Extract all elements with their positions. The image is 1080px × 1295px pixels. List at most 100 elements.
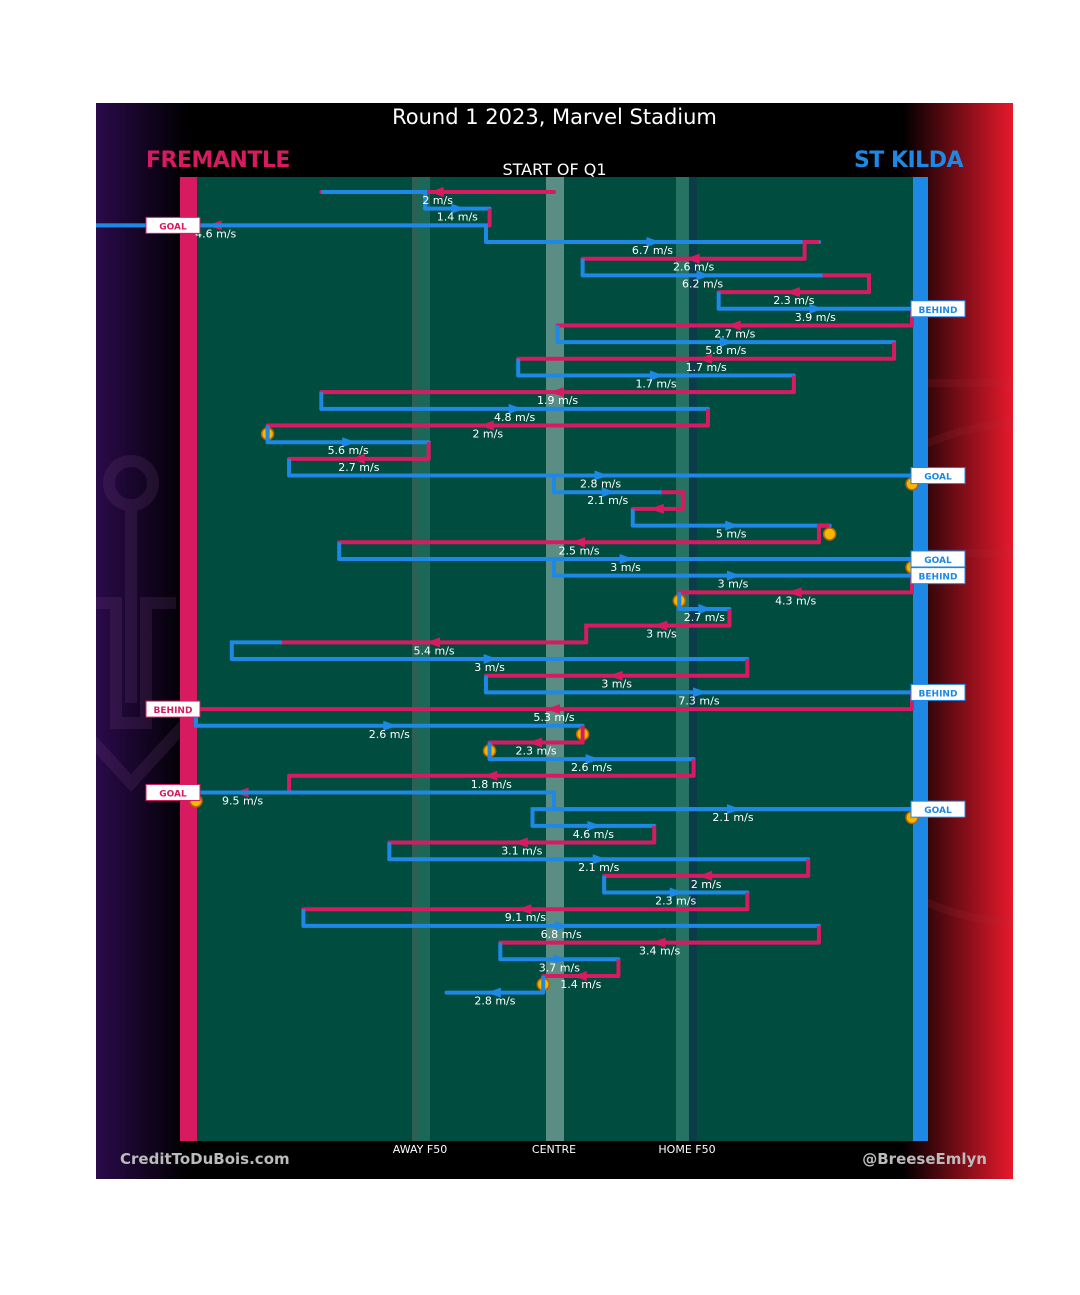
direction-arrow bbox=[601, 487, 616, 498]
result-label: GOAL bbox=[924, 806, 952, 816]
direction-arrow bbox=[653, 620, 668, 631]
speed-label: 2 m/s bbox=[691, 878, 722, 891]
speed-label: 2.6 m/s bbox=[571, 761, 612, 774]
chain-connector bbox=[822, 273, 872, 293]
direction-arrow bbox=[809, 303, 824, 314]
speed-label: 3 m/s bbox=[610, 561, 641, 574]
result-label: BEHIND bbox=[919, 573, 958, 583]
speed-label: 3 m/s bbox=[646, 628, 677, 641]
speed-label: 3.1 m/s bbox=[501, 845, 542, 858]
direction-arrow bbox=[342, 437, 357, 448]
chain-connector bbox=[196, 790, 556, 810]
speed-label: 3.9 m/s bbox=[795, 311, 836, 324]
direction-arrow bbox=[528, 737, 543, 748]
speed-label: 5.4 m/s bbox=[413, 644, 454, 657]
chart-panel: 2 m/s 1.4 m/s 4.6 m/s 6.7 m/s 2.6 m/s 6.2 m/s… bbox=[96, 103, 1013, 1179]
speed-label: 1.7 m/s bbox=[686, 361, 727, 374]
speed-label: 2 m/s bbox=[422, 194, 453, 207]
chain-connector bbox=[229, 640, 282, 660]
speed-label: 4.8 m/s bbox=[494, 411, 535, 424]
direction-arrow bbox=[726, 320, 741, 331]
speed-label: 9.1 m/s bbox=[505, 911, 546, 924]
chain-connector bbox=[96, 223, 488, 243]
chain-connector bbox=[816, 523, 830, 543]
result-badge bbox=[910, 683, 966, 701]
speed-label: 2.7 m/s bbox=[338, 461, 379, 474]
result-badge bbox=[910, 800, 966, 818]
direction-arrow bbox=[698, 604, 713, 614]
speed-labels: 2 m/s 1.4 m/s 4.6 m/s 6.7 m/s 2.6 m/s 6.2 m/s… bbox=[195, 194, 836, 1008]
direction-arrow bbox=[486, 987, 501, 998]
result-labels: GOAL BEHIND GOAL GOAL BEHIND BEHIND BEHIND GOAL… bbox=[145, 216, 966, 818]
direction-arrow bbox=[719, 337, 734, 348]
direction-arrow bbox=[426, 637, 441, 648]
fremantle-goal-bar bbox=[180, 177, 197, 1141]
speed-label: 2.1 m/s bbox=[587, 494, 628, 507]
result-label: BEHIND bbox=[919, 689, 958, 699]
result-label: GOAL bbox=[159, 222, 187, 232]
result-label: BEHIND bbox=[154, 706, 193, 716]
speed-label: 3.4 m/s bbox=[639, 945, 680, 958]
chart-subtitle: START OF Q1 bbox=[502, 160, 607, 179]
direction-arrow bbox=[549, 387, 564, 398]
direction-arrow bbox=[727, 570, 741, 581]
speed-label: 2.5 m/s bbox=[558, 544, 599, 557]
direction-arrow bbox=[513, 837, 528, 848]
speed-label: 3 m/s bbox=[601, 678, 632, 691]
speed-label: 2 m/s bbox=[472, 428, 503, 441]
speed-label: 5.8 m/s bbox=[705, 344, 746, 357]
chart-title: Round 1 2023, Marvel Stadium bbox=[392, 105, 717, 129]
direction-arrow bbox=[517, 904, 532, 915]
speed-label: 4.6 m/s bbox=[573, 828, 614, 841]
result-badge bbox=[910, 567, 966, 585]
direction-arrow bbox=[725, 520, 740, 531]
speed-label: 5 m/s bbox=[716, 528, 747, 541]
speed-label: 2.3 m/s bbox=[655, 895, 696, 908]
direction-arrow bbox=[429, 187, 444, 197]
chain-connector bbox=[552, 473, 912, 493]
speed-label: 1.8 m/s bbox=[471, 778, 512, 791]
credit-left: CreditToDuBois.com bbox=[120, 1150, 290, 1168]
result-badge bbox=[145, 700, 201, 718]
speed-label: 7.3 m/s bbox=[678, 694, 719, 707]
direction-arrow bbox=[651, 937, 666, 948]
team-right-label: ST KILDA bbox=[853, 148, 964, 173]
speed-label: 2.1 m/s bbox=[578, 861, 619, 874]
speed-label: 6.7 m/s bbox=[632, 244, 673, 257]
zone-home-label: HOME F50 bbox=[658, 1143, 716, 1156]
speed-label: 2.7 m/s bbox=[714, 327, 755, 340]
speed-label: 4.6 m/s bbox=[195, 227, 236, 240]
speed-label: 3 m/s bbox=[718, 578, 749, 591]
speed-label: 3.7 m/s bbox=[539, 961, 580, 974]
direction-arrow bbox=[785, 287, 800, 298]
speed-label: 4.3 m/s bbox=[775, 594, 816, 607]
turnover-marker bbox=[822, 527, 837, 541]
speed-label: 5.3 m/s bbox=[533, 711, 574, 724]
direction-arrow bbox=[669, 887, 684, 898]
direction-arrow bbox=[383, 720, 398, 731]
chart-svg: 2 m/s 1.4 m/s 4.6 m/s 6.7 m/s 2.6 m/s 6.2 m/s… bbox=[96, 103, 1013, 1179]
direction-arrow bbox=[572, 970, 587, 981]
result-label: GOAL bbox=[924, 556, 952, 566]
chain-connector bbox=[552, 556, 912, 576]
speed-label: 6.2 m/s bbox=[682, 277, 723, 290]
direction-arrow bbox=[692, 687, 707, 698]
direction-arrow bbox=[483, 770, 498, 781]
direction-arrow bbox=[546, 704, 560, 715]
direction-arrow bbox=[698, 870, 713, 881]
speed-label: 2.6 m/s bbox=[369, 728, 410, 741]
speed-label: 1.4 m/s bbox=[437, 211, 478, 224]
speed-label: 1.9 m/s bbox=[537, 394, 578, 407]
speed-label: 2.1 m/s bbox=[712, 811, 753, 824]
speed-label: 1.7 m/s bbox=[635, 377, 676, 390]
speed-label: 5.6 m/s bbox=[328, 444, 369, 457]
speed-label: 3 m/s bbox=[474, 661, 505, 674]
direction-arrow bbox=[685, 253, 700, 264]
speed-label: 6.8 m/s bbox=[541, 928, 582, 941]
direction-arrow bbox=[451, 203, 466, 214]
direction-arrow bbox=[553, 954, 568, 965]
credit-right: @BreeseEmlyn bbox=[862, 1150, 987, 1168]
direction-arrow bbox=[587, 820, 602, 831]
result-badge bbox=[910, 467, 966, 485]
chain-connector bbox=[802, 240, 819, 259]
